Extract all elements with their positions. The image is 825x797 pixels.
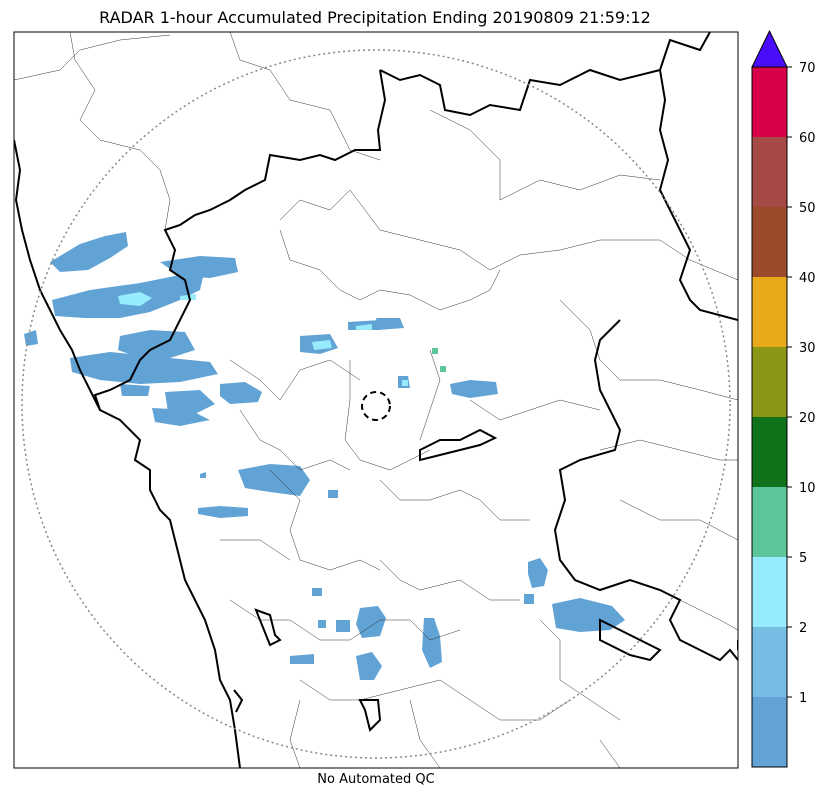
colorbar-tick-label: 40 bbox=[799, 271, 816, 286]
colorbar-segment bbox=[752, 207, 787, 277]
district-boundaries bbox=[14, 32, 738, 768]
colorbar-segment bbox=[752, 67, 787, 137]
colorbar-tick-label: 5 bbox=[799, 551, 807, 566]
colorbar-segment bbox=[752, 557, 787, 627]
colorbar-tick-label: 70 bbox=[799, 61, 816, 76]
colorbar-tick-label: 2 bbox=[799, 621, 807, 636]
colorbar-segment bbox=[752, 277, 787, 347]
colorbar-tick-label: 20 bbox=[799, 411, 816, 426]
colorbar-extend-arrow bbox=[751, 29, 788, 68]
precipitation-echoes-moderate bbox=[432, 348, 446, 372]
colorbar-segment bbox=[752, 347, 787, 417]
colorbar-segment bbox=[752, 697, 787, 767]
qc-caption: No Automated QC bbox=[317, 772, 435, 787]
colorbar-segment bbox=[752, 487, 787, 557]
colorbar-tick-label: 10 bbox=[799, 481, 816, 496]
map-frame bbox=[13, 31, 739, 769]
state-boundaries bbox=[14, 32, 738, 768]
precipitation-echoes-light bbox=[118, 292, 408, 386]
colorbar-segment bbox=[752, 627, 787, 697]
colorbar-tick-label: 30 bbox=[799, 341, 816, 356]
radar-site-marker bbox=[361, 391, 391, 421]
colorbar-tick-label: 60 bbox=[799, 131, 816, 146]
colorbar-tick-label: 50 bbox=[799, 201, 816, 216]
precipitation-echoes bbox=[24, 232, 625, 680]
chart-title: RADAR 1-hour Accumulated Precipitation E… bbox=[99, 8, 651, 27]
colorbar-segment bbox=[752, 417, 787, 487]
colorbar-segment bbox=[752, 137, 787, 207]
colorbar-tick-label: 1 bbox=[799, 691, 807, 706]
colorbar: 1 2 5 10 20 30 40 50 60 70 bbox=[751, 29, 816, 768]
radar-map bbox=[13, 31, 739, 769]
radar-range-ring bbox=[21, 49, 731, 759]
